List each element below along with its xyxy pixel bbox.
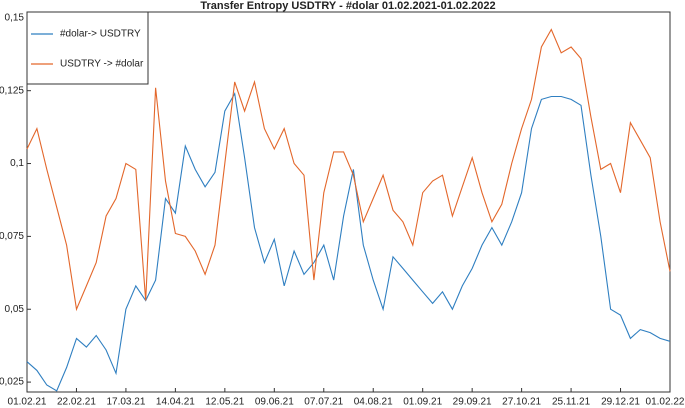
y-tick-label: 0,025	[0, 377, 24, 388]
chart-title: Transfer Entropy USDTRY - #dolar 01.02.2…	[200, 0, 495, 12]
x-tick-label: 09.06.21	[255, 397, 294, 408]
y-tick-label: 0,125	[0, 85, 24, 96]
x-tick-label: 22.02.21	[57, 397, 96, 408]
x-tick-label: 01.02.21	[8, 397, 47, 408]
y-tick-label: 0,1	[10, 158, 24, 169]
y-tick-label: 0,15	[5, 12, 25, 23]
x-tick-label: 12.05.21	[205, 397, 244, 408]
x-tick-label: 01.02.22	[646, 397, 685, 408]
series-line	[26, 28, 671, 312]
legend-box	[26, 11, 149, 85]
plot-frame	[26, 11, 671, 393]
x-tick-label: 17.03.21	[106, 397, 145, 408]
x-tick-label: 01.09.21	[403, 397, 442, 408]
y-tick-label: 0,05	[5, 304, 25, 315]
x-tick-label: 14.04.21	[156, 397, 195, 408]
x-tick-label: 27.10.21	[502, 397, 541, 408]
legend-label: #dolar-> USDTRY	[60, 29, 141, 40]
x-tick-label: 29.12.21	[601, 397, 640, 408]
x-tick-label: 29.09.21	[453, 397, 492, 408]
legend-label: USDTRY -> #dolar	[60, 59, 144, 70]
x-tick-label: 25.11.21	[552, 397, 591, 408]
x-tick-label: 04.08.21	[354, 397, 393, 408]
y-tick-label: 0,075	[0, 231, 24, 242]
series-line	[26, 91, 671, 392]
x-tick-label: 07.07.21	[304, 397, 343, 408]
